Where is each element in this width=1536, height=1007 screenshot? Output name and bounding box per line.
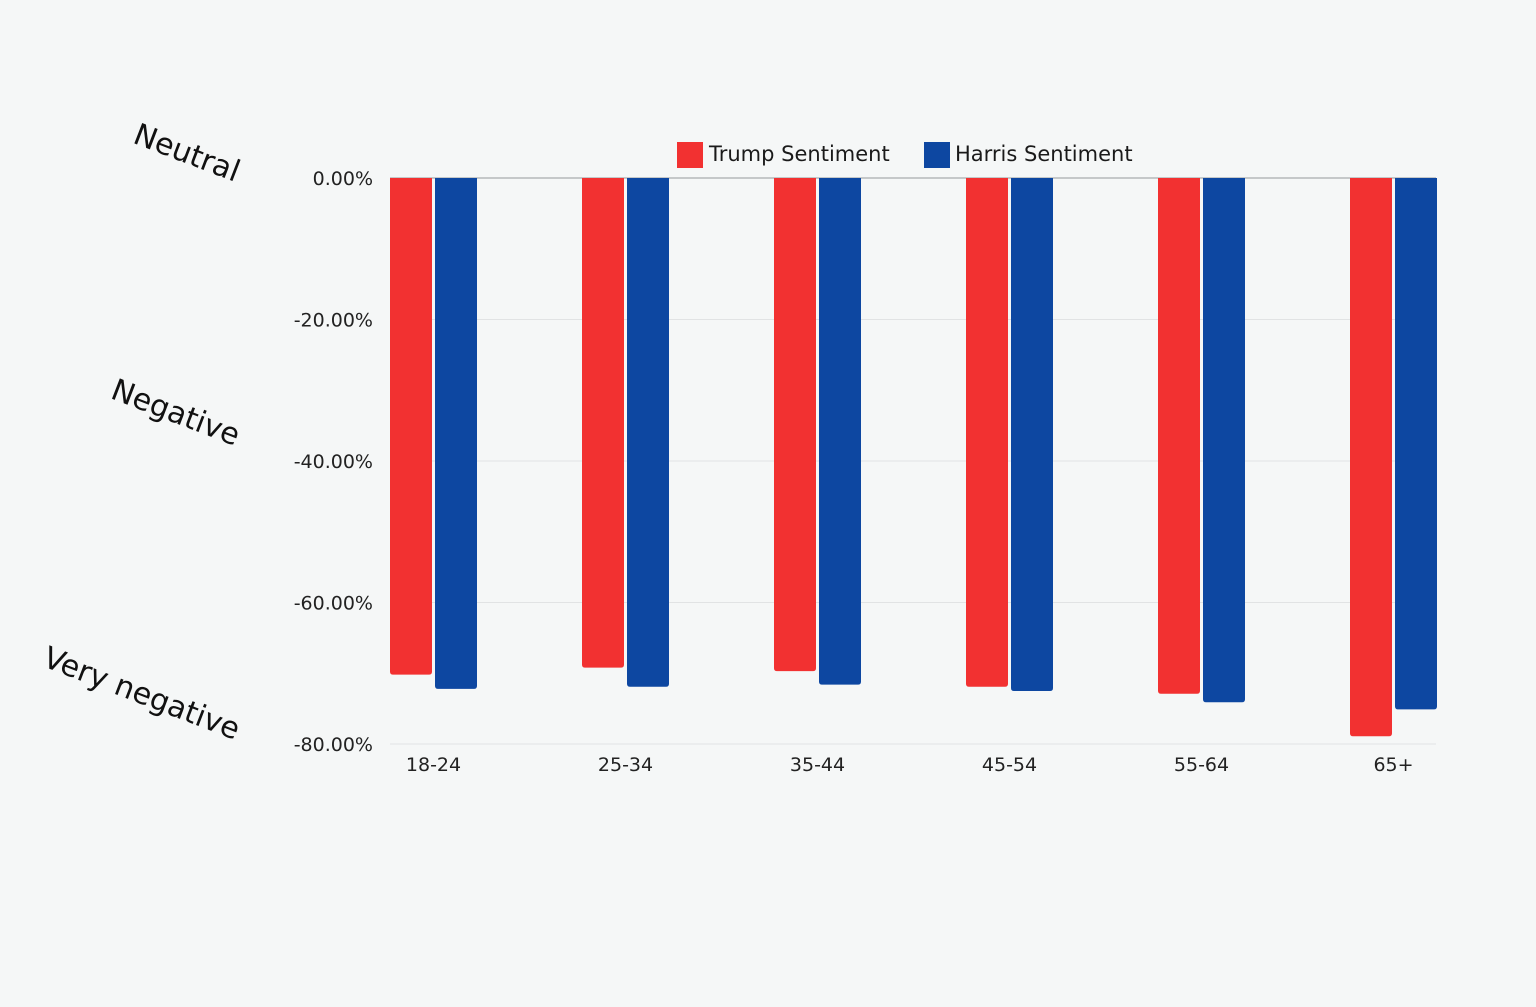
bar-harris-65+ — [1395, 178, 1437, 710]
bar-trump-45-54 — [966, 178, 1008, 687]
bar-harris-25-34 — [627, 178, 669, 687]
legend-label-harris: Harris Sentiment — [955, 142, 1133, 166]
bar-trump-55-64 — [1158, 178, 1200, 694]
bars — [390, 178, 1437, 737]
x-tick-label: 18-24 — [406, 754, 461, 776]
x-tick-label: 45-54 — [982, 754, 1037, 776]
bar-harris-18-24 — [435, 178, 477, 689]
x-tick-label: 65+ — [1373, 754, 1413, 776]
x-tick-label: 55-64 — [1174, 754, 1229, 776]
side-label-neutral: Neutral — [129, 117, 245, 189]
bar-trump-65+ — [1350, 178, 1392, 737]
x-tick-label: 35-44 — [790, 754, 845, 776]
legend: Trump Sentiment Harris Sentiment — [677, 142, 1133, 168]
bar-harris-45-54 — [1011, 178, 1053, 691]
legend-swatch-trump — [677, 142, 703, 168]
bar-harris-35-44 — [819, 178, 861, 685]
side-label-negative: Negative — [106, 373, 244, 454]
y-tick-label: -40.00% — [294, 451, 373, 473]
legend-swatch-harris — [924, 142, 950, 168]
y-axis-ticks: 0.00% -20.00% -40.00% -60.00% -80.00% — [294, 168, 373, 756]
bar-trump-35-44 — [774, 178, 816, 672]
side-label-very-negative: Very negative — [38, 640, 244, 747]
x-tick-label: 25-34 — [598, 754, 653, 776]
bar-harris-55-64 — [1203, 178, 1245, 703]
y-tick-label: 0.00% — [313, 168, 373, 190]
y-tick-label: -20.00% — [294, 310, 373, 332]
x-axis-ticks: 18-24 25-34 35-44 45-54 55-64 65+ — [406, 754, 1414, 776]
bar-trump-25-34 — [582, 178, 624, 668]
gridlines — [390, 177, 1436, 745]
legend-label-trump: Trump Sentiment — [708, 142, 890, 166]
y-tick-label: -80.00% — [294, 734, 373, 756]
y-tick-label: -60.00% — [294, 593, 373, 615]
bar-trump-18-24 — [390, 178, 432, 675]
